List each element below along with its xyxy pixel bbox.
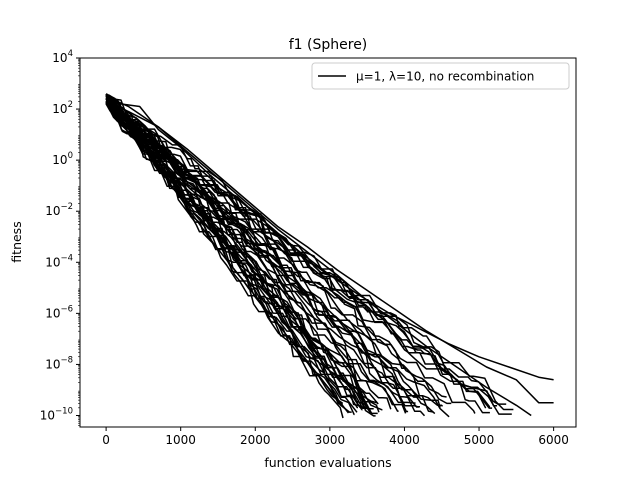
run-line [105, 100, 441, 408]
x-axis-label: function evaluations [264, 455, 391, 470]
run-line [105, 93, 376, 417]
run-line [105, 101, 416, 404]
run-line [105, 95, 532, 417]
x-tick-label: 3000 [315, 433, 346, 447]
x-axis: 0 1000 2000 3000 4000 5000 6000 [102, 427, 569, 447]
legend-box [311, 62, 570, 90]
x-tick-label: 6000 [538, 433, 569, 447]
x-tick-label: 0 [102, 433, 110, 447]
x-tick-label: 1000 [165, 433, 196, 447]
chart-title: f1 (Sphere) [289, 37, 368, 53]
run-line [105, 100, 554, 404]
run-line [105, 100, 350, 414]
legend-entry: μ=1, λ=10, no recombination [356, 70, 534, 84]
x-tick-label: 5000 [464, 433, 495, 447]
run-line [106, 100, 514, 411]
run-line [105, 98, 407, 414]
run-line [106, 97, 344, 404]
plot-lines [105, 93, 554, 419]
x-tick-label: 4000 [389, 433, 420, 447]
run-line [105, 93, 491, 408]
x-tick-label: 2000 [240, 433, 271, 447]
run-line [106, 102, 476, 414]
legend: μ=1, λ=10, no recombination [311, 62, 570, 90]
run-line [105, 100, 452, 405]
y-axis-label: fitness [9, 221, 24, 262]
